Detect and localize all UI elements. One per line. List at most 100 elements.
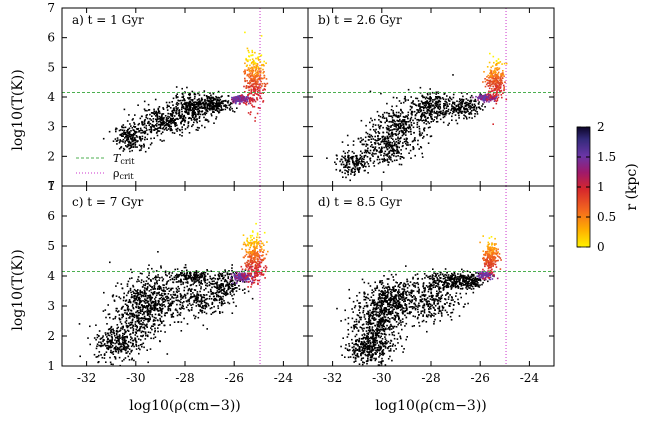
- data-point: [426, 97, 428, 99]
- data-point: [221, 289, 223, 291]
- data-point: [400, 123, 402, 125]
- data-point: [198, 305, 200, 307]
- data-point: [181, 307, 183, 309]
- data-point: [196, 298, 198, 300]
- data-point: [105, 332, 107, 334]
- data-point: [137, 336, 139, 338]
- data-point: [203, 117, 205, 119]
- data-point: [167, 308, 169, 310]
- data-point: [354, 173, 356, 175]
- data-point: [232, 110, 234, 112]
- data-point: [192, 304, 194, 306]
- data-point: [377, 159, 379, 161]
- data-point: [206, 313, 208, 315]
- data-point: [135, 334, 137, 336]
- data-point: [141, 326, 143, 328]
- data-point: [391, 137, 393, 139]
- data-point: [257, 63, 259, 65]
- data-point: [143, 296, 145, 298]
- data-point: [374, 148, 376, 150]
- data-point: [386, 117, 388, 119]
- data-point: [159, 298, 161, 300]
- data-point: [216, 285, 218, 287]
- data-point: [143, 281, 145, 283]
- data-point: [213, 102, 215, 104]
- data-point: [157, 331, 159, 333]
- data-point: [117, 327, 119, 329]
- data-point: [155, 128, 157, 130]
- data-point: [193, 280, 195, 282]
- data-point: [196, 295, 198, 297]
- data-point: [499, 77, 501, 79]
- data-point: [384, 117, 386, 119]
- data-point: [367, 148, 369, 150]
- data-point: [438, 105, 440, 107]
- data-point: [233, 96, 235, 98]
- data-point: [144, 123, 146, 125]
- data-point: [135, 302, 137, 304]
- data-point: [157, 319, 159, 321]
- data-point: [393, 120, 395, 122]
- data-point: [381, 150, 383, 152]
- data-point: [127, 307, 129, 309]
- data-point: [144, 139, 146, 141]
- data-point: [452, 102, 454, 104]
- data-point: [231, 295, 233, 297]
- data-point: [111, 337, 113, 339]
- data-point: [470, 106, 472, 108]
- data-point: [427, 109, 429, 111]
- data-point: [412, 120, 414, 122]
- data-point: [194, 96, 196, 98]
- data-point: [195, 108, 197, 110]
- data-point: [419, 108, 421, 110]
- data-point: [177, 104, 179, 106]
- data-point: [138, 294, 140, 296]
- data-point: [176, 304, 178, 306]
- data-point: [404, 96, 406, 98]
- data-point: [170, 121, 172, 123]
- data-point: [403, 124, 405, 126]
- data-point: [130, 288, 132, 290]
- data-point: [170, 119, 172, 121]
- data-point: [416, 105, 418, 107]
- data-point: [129, 151, 131, 153]
- data-point: [132, 305, 134, 307]
- data-point: [124, 349, 126, 351]
- data-point: [210, 291, 212, 293]
- y-tick-label: 7: [47, 1, 55, 15]
- data-point: [383, 147, 385, 149]
- data-point: [185, 297, 187, 299]
- data-point: [116, 334, 118, 336]
- data-point: [407, 142, 409, 144]
- data-point: [467, 104, 469, 106]
- data-point: [128, 356, 130, 358]
- data-point: [198, 312, 200, 314]
- data-point: [98, 345, 100, 347]
- data-point: [445, 113, 447, 115]
- data-point: [138, 130, 140, 132]
- data-point: [185, 277, 187, 279]
- data-point: [192, 124, 194, 126]
- data-point: [138, 306, 140, 308]
- data-point: [367, 144, 369, 146]
- data-point: [222, 298, 224, 300]
- data-point: [503, 86, 505, 88]
- data-point: [168, 280, 170, 282]
- data-point: [111, 344, 113, 346]
- data-point: [241, 95, 243, 97]
- data-point: [142, 286, 144, 288]
- data-point: [114, 335, 116, 337]
- data-point: [185, 282, 187, 284]
- data-point: [128, 323, 130, 325]
- data-point: [364, 155, 366, 157]
- data-point: [179, 308, 181, 310]
- data-point: [236, 107, 238, 109]
- data-point: [253, 88, 255, 90]
- data-point: [207, 105, 209, 107]
- data-point: [204, 311, 206, 313]
- data-point: [159, 111, 161, 113]
- data-point: [225, 284, 227, 286]
- data-point: [348, 169, 350, 171]
- data-point: [154, 285, 156, 287]
- data-point: [382, 132, 384, 134]
